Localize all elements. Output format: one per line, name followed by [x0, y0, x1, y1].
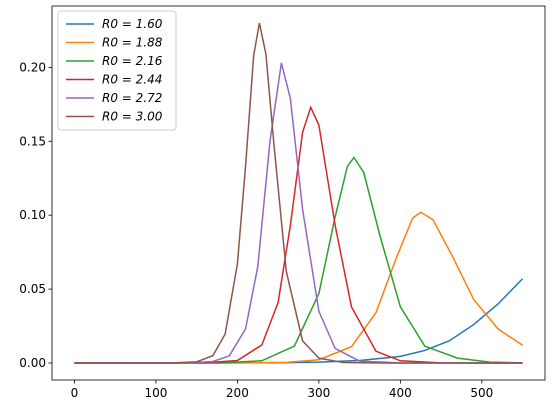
y-tick-label: 0.05 [19, 282, 46, 296]
data-line [74, 105, 523, 364]
x-tick-label: 400 [389, 386, 412, 400]
x-tick-label: 200 [226, 386, 249, 400]
legend-label: R0 = 1.60 [102, 17, 163, 31]
plot-frame [51, 5, 546, 381]
data-line [74, 156, 523, 364]
legend-box [57, 10, 177, 131]
y-tick-label: 0.15 [19, 134, 46, 148]
data-line [74, 62, 523, 364]
x-tick-label: 0 [71, 386, 79, 400]
x-tick-label: 100 [144, 386, 167, 400]
data-line [74, 22, 523, 364]
x-tick-label: 300 [307, 386, 330, 400]
data-line [74, 211, 524, 364]
legend: R0 = 1.60 R0 = 1.88 R0 = 2.16 R0 = 2.44 R0 =… [57, 10, 177, 131]
legend-label: R0 = 2.44 [102, 73, 162, 87]
y-tick-label: 0.00 [19, 356, 46, 370]
y-tick-label: 0.20 [19, 60, 46, 74]
y-tick-label: 0.10 [19, 208, 46, 222]
legend-label: R0 = 1.88 [102, 36, 163, 50]
legend-label: R0 = 2.72 [102, 91, 162, 105]
x-tick-label: 500 [470, 386, 493, 400]
legend-label: R0 = 3.00 [102, 110, 163, 124]
legend-label: R0 = 2.16 [102, 54, 163, 68]
